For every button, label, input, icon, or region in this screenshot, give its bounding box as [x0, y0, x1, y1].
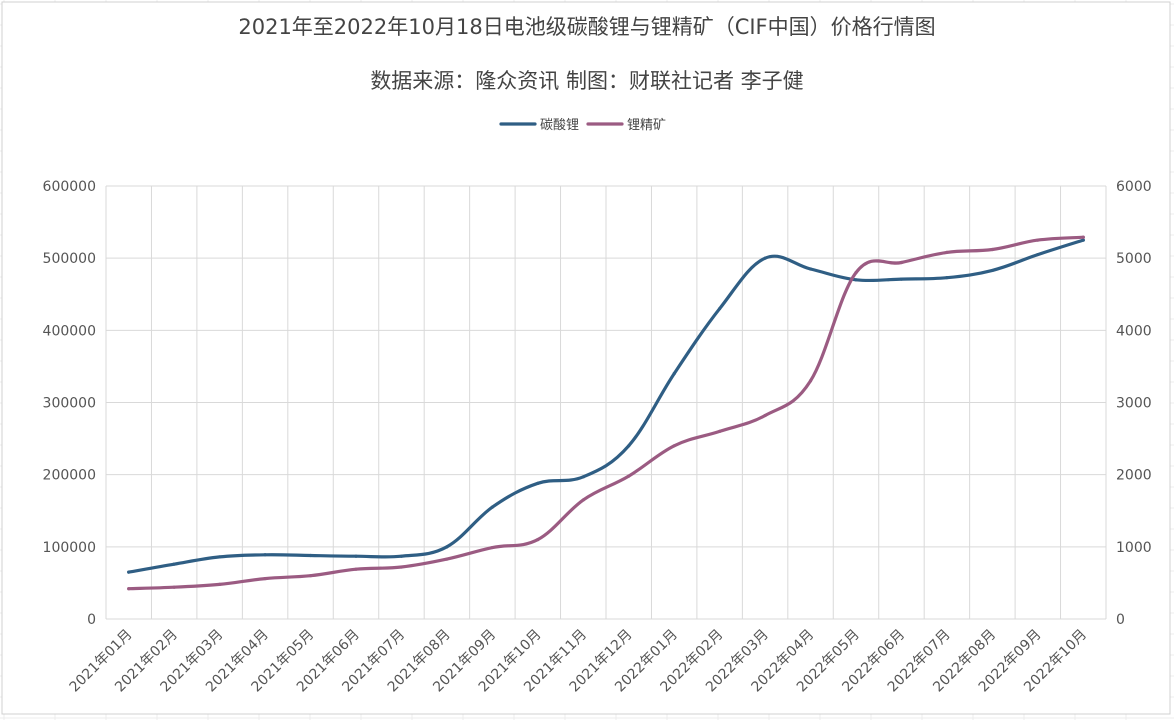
data-point	[763, 413, 767, 418]
left-y-tick-label: 400000	[43, 323, 96, 339]
data-point	[672, 372, 676, 376]
data-point	[581, 475, 585, 479]
data-point	[899, 277, 904, 281]
data-point	[1036, 238, 1040, 242]
chart-subtitle: 数据来源：隆众资讯 制图：财联社记者 李子健	[370, 69, 803, 93]
legend: 碳酸锂 锂精矿	[499, 118, 666, 133]
left-y-tick-label: 600000	[43, 179, 96, 195]
data-point	[490, 505, 494, 509]
series-line-lithium-carbonate	[127, 238, 1085, 574]
data-point	[399, 565, 404, 569]
right-y-tick-label: 4000	[1116, 323, 1152, 339]
data-point	[308, 553, 313, 558]
left-y-tick-label: 300000	[43, 396, 96, 412]
data-point	[263, 576, 267, 581]
data-point	[990, 268, 994, 273]
data-point	[172, 585, 176, 589]
right-y-tick-label: 5000	[1116, 251, 1152, 267]
data-point	[1081, 238, 1085, 242]
data-point	[536, 538, 540, 542]
right-y-tick-label: 0	[1116, 612, 1125, 628]
right-y-tick-label: 1000	[1116, 540, 1152, 556]
right-y-tick-label: 3000	[1116, 396, 1152, 412]
data-point	[627, 444, 631, 448]
data-point	[854, 278, 858, 282]
data-point	[854, 271, 858, 275]
data-point	[399, 554, 404, 558]
left-y-tick-label: 500000	[43, 251, 96, 267]
data-point	[808, 379, 813, 383]
data-point	[172, 562, 176, 566]
data-point	[218, 555, 222, 559]
data-point	[490, 545, 494, 550]
data-point	[127, 587, 131, 591]
data-point	[354, 567, 358, 571]
series-lines	[127, 235, 1085, 591]
data-point	[945, 250, 949, 254]
chart-title: 2021年至2022年10月18日电池级碳酸锂与锂精矿（CIF中国）价格行情图	[238, 15, 935, 39]
legend-label: 碳酸锂	[540, 118, 579, 133]
data-point	[990, 247, 994, 252]
left-y-tick-label: 100000	[43, 540, 96, 556]
data-point	[808, 267, 813, 271]
data-point	[536, 481, 540, 485]
data-point	[945, 276, 949, 280]
data-point	[308, 574, 313, 578]
plot-gridlines	[105, 185, 1107, 620]
series-line-lithium-concentrate	[127, 235, 1085, 591]
data-point	[581, 498, 585, 502]
legend-label: 锂精矿	[627, 118, 666, 133]
right-y-tick-label: 2000	[1116, 468, 1152, 484]
right-y-axis: 0 1000 2000 3000 4000 5000 6000	[1116, 179, 1152, 628]
data-point	[127, 570, 131, 574]
data-point	[1036, 252, 1040, 257]
data-point	[218, 582, 222, 586]
left-y-tick-label: 200000	[43, 468, 96, 484]
data-point	[672, 444, 676, 448]
data-point	[445, 545, 449, 549]
data-point	[718, 429, 722, 433]
data-point	[445, 557, 449, 561]
data-point	[899, 260, 904, 265]
left-y-tick-label: 0	[87, 612, 96, 628]
right-y-tick-label: 6000	[1116, 179, 1152, 195]
data-point	[763, 256, 767, 260]
left-y-axis: 0 100000 200000 300000 400000 500000 600000	[43, 179, 96, 628]
data-point	[1081, 235, 1085, 239]
data-point	[718, 307, 722, 311]
data-point	[627, 474, 631, 478]
data-point	[263, 553, 267, 557]
data-point	[354, 554, 358, 558]
